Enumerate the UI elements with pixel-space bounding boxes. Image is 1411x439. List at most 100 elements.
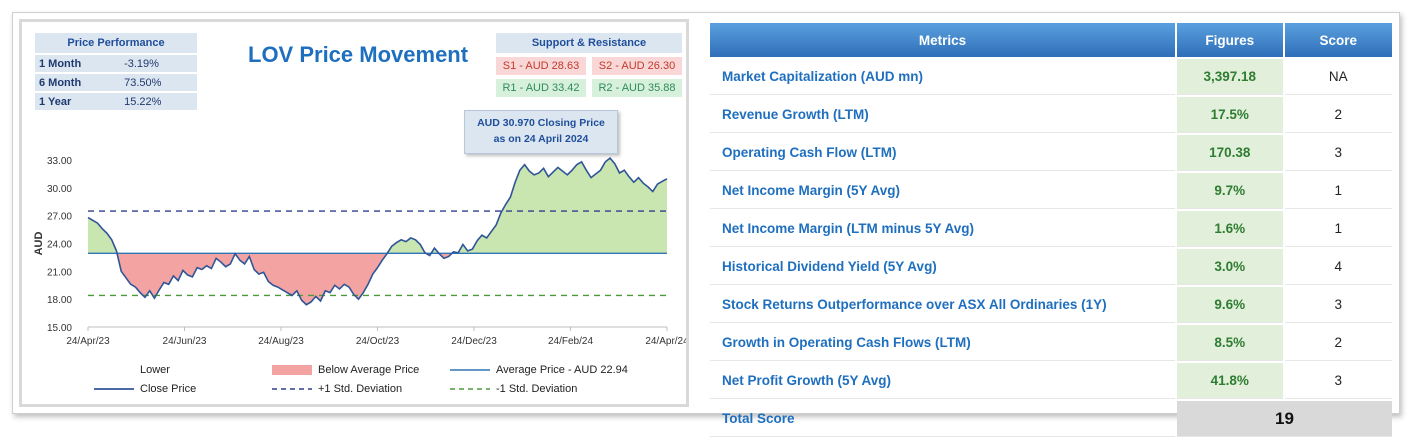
legend-lower: Lower: [94, 364, 170, 376]
total-score-value: 19: [1177, 401, 1392, 437]
resistance-2: R2 - AUD 35.88: [592, 79, 682, 97]
metrics-row: Net Income Margin (5Y Avg) 9.7% 1: [710, 173, 1392, 209]
metric-score: 3: [1284, 363, 1392, 399]
average-line-swatch: [450, 369, 490, 371]
metric-figure: 8.5%: [1177, 325, 1283, 361]
metrics-row: Historical Dividend Yield (5Y Avg) 3.0% 4: [710, 249, 1392, 285]
legend-minus-std: -1 Std. Deviation: [450, 383, 577, 395]
y-tick-label: 30.00: [47, 184, 72, 195]
plus-std-swatch: [272, 388, 312, 390]
perf-row: 6 Month 73.50%: [35, 74, 197, 91]
metric-name: Operating Cash Flow (LTM): [710, 135, 1176, 171]
support-resistance-box: Support & Resistance S1 - AUD 28.63 S2 -…: [496, 33, 682, 97]
x-tick-label: 24/Aug/23: [258, 336, 304, 347]
legend-average-label: Average Price - AUD 22.94: [496, 364, 628, 376]
x-tick-label: 24/Dec/23: [451, 336, 497, 347]
metric-score: 1: [1284, 173, 1392, 209]
close-price-line: [87, 157, 668, 306]
metrics-row: Growth in Operating Cash Flows (LTM) 8.5%…: [710, 325, 1392, 361]
y-axis-label: AUD: [33, 232, 45, 256]
metric-figure: 3,397.18: [1177, 59, 1283, 95]
below-average-swatch: [272, 365, 312, 375]
metric-figure: 3.0%: [1177, 249, 1283, 285]
metric-figure: 17.5%: [1177, 97, 1283, 133]
metrics-header: Metrics: [710, 23, 1176, 57]
metric-name: Growth in Operating Cash Flows (LTM): [710, 325, 1176, 361]
x-tick-label: 24/Feb/24: [548, 336, 593, 347]
perf-value: 73.50%: [120, 74, 197, 91]
price-performance-header: Price Performance: [35, 33, 197, 53]
support-2: S2 - AUD 26.30: [592, 57, 682, 75]
metric-name: Market Capitalization (AUD mn): [710, 59, 1176, 95]
legend-lower-label: Lower: [140, 364, 170, 376]
x-tick-label: 24/Jun/23: [163, 336, 207, 347]
legend-below-average: Below Average Price: [272, 364, 419, 376]
x-tick-label: 24/Apr/23: [66, 336, 110, 347]
metrics-row: Revenue Growth (LTM) 17.5% 2: [710, 97, 1392, 133]
score-header: Score: [1284, 23, 1392, 57]
x-tick-label: 24/Oct/23: [356, 336, 400, 347]
legend-close: Close Price: [94, 383, 196, 395]
metric-score: 2: [1284, 325, 1392, 361]
metric-score: 3: [1284, 287, 1392, 323]
minus-std-swatch: [450, 388, 490, 390]
metric-score: 1: [1284, 211, 1392, 247]
metric-figure: 170.38: [1177, 135, 1283, 171]
perf-label: 1 Month: [35, 55, 121, 72]
closing-price-callout: AUD 30.970 Closing Price as on 24 April …: [464, 110, 618, 154]
metric-figure: 1.6%: [1177, 211, 1283, 247]
legend-minus-std-label: -1 Std. Deviation: [496, 383, 578, 395]
y-tick-label: 15.00: [47, 323, 72, 334]
metric-score: 2: [1284, 97, 1392, 133]
metrics-row: Operating Cash Flow (LTM) 170.38 3: [710, 135, 1392, 171]
y-tick-label: 24.00: [47, 240, 72, 251]
metrics-row: Net Profit Growth (5Y Avg) 41.8% 3: [710, 363, 1392, 399]
metric-score: 4: [1284, 249, 1392, 285]
perf-label: 1 Year: [35, 93, 121, 110]
perf-row: 1 Month -3.19%: [35, 55, 197, 72]
legend-plus-std: +1 Std. Deviation: [272, 383, 402, 395]
y-tick-label: 18.00: [47, 295, 72, 306]
metric-name: Net Income Margin (LTM minus 5Y Avg): [710, 211, 1176, 247]
metric-name: Historical Dividend Yield (5Y Avg): [710, 249, 1176, 285]
legend-plus-std-label: +1 Std. Deviation: [318, 383, 403, 395]
perf-value: 15.22%: [120, 93, 197, 110]
below-average-area: [117, 253, 452, 305]
close-line-swatch: [94, 388, 134, 390]
perf-label: 6 Month: [35, 74, 121, 91]
metrics-row: Stock Returns Outperformance over ASX Al…: [710, 287, 1392, 323]
metric-name: Net Profit Growth (5Y Avg): [710, 363, 1176, 399]
support-resistance-header: Support & Resistance: [496, 33, 682, 53]
metrics-table: Metrics Figures Score Market Capitalizat…: [708, 21, 1394, 439]
price-chart-svg: 15.00 18.00 21.00 24.00 27.00 30.00 33.00 24/Ap…: [33, 156, 686, 347]
metric-score: NA: [1284, 59, 1392, 95]
chart-panel: Price Performance 1 Month -3.19% 6 Month…: [19, 19, 689, 407]
y-tick-label: 33.00: [47, 156, 72, 167]
total-score-label: Total Score: [710, 401, 1176, 437]
y-tick-label: 21.00: [47, 267, 72, 278]
metric-figure: 9.7%: [1177, 173, 1283, 209]
price-performance-table: Price Performance 1 Month -3.19% 6 Month…: [35, 31, 197, 112]
resistance-1: R1 - AUD 33.42: [496, 79, 586, 97]
legend-below-average-label: Below Average Price: [318, 364, 420, 376]
callout-line-1: AUD 30.970 Closing Price: [477, 117, 605, 129]
perf-row: 1 Year 15.22%: [35, 93, 197, 110]
above-average-area: [88, 158, 667, 254]
legend-average: Average Price - AUD 22.94: [450, 364, 628, 376]
figures-header: Figures: [1177, 23, 1283, 57]
perf-value: -3.19%: [120, 55, 197, 72]
total-score-row: Total Score 19: [710, 401, 1392, 437]
support-1: S1 - AUD 28.63: [496, 57, 586, 75]
callout-line-2: as on 24 April 2024: [493, 133, 589, 145]
metric-name: Stock Returns Outperformance over ASX Al…: [710, 287, 1176, 323]
metric-figure: 41.8%: [1177, 363, 1283, 399]
metrics-row: Market Capitalization (AUD mn) 3,397.18 NA: [710, 59, 1392, 95]
metric-figure: 9.6%: [1177, 287, 1283, 323]
legend-close-label: Close Price: [140, 383, 197, 395]
metric-name: Revenue Growth (LTM): [710, 97, 1176, 133]
y-tick-label: 27.00: [47, 212, 72, 223]
metrics-row: Net Income Margin (LTM minus 5Y Avg) 1.6%…: [710, 211, 1392, 247]
chart-title: LOV Price Movement: [248, 42, 469, 67]
metric-name: Net Income Margin (5Y Avg): [710, 173, 1176, 209]
x-tick-label: 24/Apr/24: [645, 336, 686, 347]
